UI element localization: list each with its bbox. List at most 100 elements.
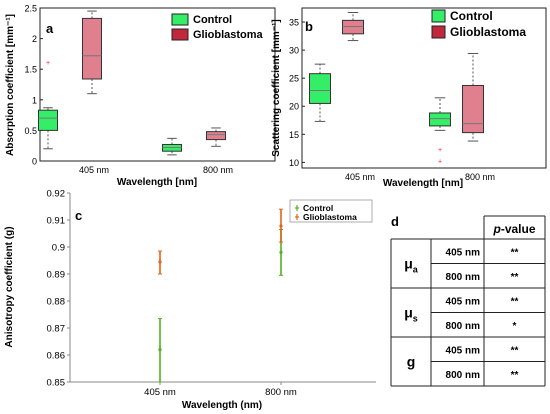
y-tick-label: 0.88 [47, 297, 66, 308]
panel-label-c: c [75, 208, 82, 223]
panel-c: c Wavelength (nm) Anisotropy coefficient… [4, 189, 376, 411]
plot-area-a [39, 7, 276, 162]
legend-label: Glioblastoma [303, 212, 357, 222]
x-ticks-b: 405 nm 800 nm [345, 172, 495, 182]
table-wavelength: 800 nm [446, 272, 481, 283]
table-p-value: * [513, 321, 517, 332]
y-tick-label: 1.5 [24, 65, 37, 75]
y-tick-label: 0 [32, 157, 37, 167]
y-tick-label: 35 [289, 18, 299, 28]
boxes-b: ++ [309, 11, 484, 165]
table-p-value: ** [511, 296, 519, 307]
legend-label: Glioblastoma [193, 29, 264, 41]
x-tick-label: 800 nm [203, 165, 233, 175]
mean-point [279, 224, 283, 228]
legend-label: Control [193, 14, 232, 26]
table-wavelength: 405 nm [446, 247, 481, 258]
mean-point [158, 348, 162, 352]
y-tick-label: 25 [289, 74, 299, 84]
panel-b: b Wavelength [nm] Scattering coefficient… [271, 7, 547, 189]
y-ticks-c: 0.85 0.86 0.87 0.88 0.89 0.9 0.91 0.92 [47, 189, 70, 389]
errorbars-c [158, 208, 283, 383]
legend-a: Control Glioblastoma [171, 13, 264, 41]
box-glioblastoma [206, 131, 226, 141]
y-ticks-b: 10 15 20 25 30 35 [289, 18, 305, 168]
parameter-symbol: μa [404, 256, 419, 275]
table-wavelength: 405 nm [446, 296, 481, 307]
x-axis-title-b: Wavelength [nm] [383, 178, 463, 189]
parameter-subscript: s [413, 314, 418, 324]
outlier-point: + [46, 60, 50, 67]
mean-point [158, 260, 162, 264]
y-tick-label: 15 [289, 130, 299, 140]
p-value-table: p-value μa 405 nm ** 800 nm ** μs 405 nm ** 800 n… [390, 215, 546, 387]
table-wavelength: 800 nm [446, 370, 481, 381]
y-axis-title-c: Anisotropy coefficient (g) [4, 226, 15, 347]
x-tick-label: 405 nm [345, 172, 375, 182]
legend-label: Control [450, 9, 493, 23]
legend-swatch [171, 28, 189, 41]
y-tick-label: 0.92 [47, 189, 66, 200]
outlier-point: + [438, 158, 442, 165]
box-glioblastoma [82, 17, 102, 80]
y-tick-label: 0.85 [47, 378, 66, 389]
parameter-subscript: a [413, 265, 419, 275]
mean-point [279, 250, 283, 254]
legend-b: Control Glioblastoma [431, 9, 526, 39]
x-axis-title-c: Wavelength (nm) [182, 400, 262, 411]
y-tick-label: 30 [289, 46, 299, 56]
table-header: p-value [492, 222, 535, 236]
boxes-a: + [38, 10, 226, 156]
table-p-value: ** [511, 345, 519, 356]
table-p-value: ** [511, 272, 519, 283]
y-tick-label: 2.5 [24, 4, 37, 14]
parameter-symbol: μs [404, 305, 418, 324]
y-ticks-a: 0 0.5 1 1.5 2 2.5 [24, 4, 43, 167]
y-tick-label: 0.89 [47, 270, 66, 281]
outlier-point: + [438, 147, 442, 154]
panel-label-a: a [46, 21, 54, 36]
y-tick-label: 0.86 [47, 351, 66, 362]
table-wavelength: 800 nm [446, 321, 481, 332]
x-ticks-c: 405 nm 800 nm [144, 382, 297, 398]
x-ticks-a: 405 nm 800 nm [79, 165, 233, 175]
y-axis-title-a: Absorption coefficient [mm⁻¹] [5, 14, 16, 156]
legend-box [289, 199, 373, 223]
box-glioblastoma [342, 19, 364, 35]
legend-label: Control [303, 203, 333, 213]
x-tick-label: 800 nm [465, 172, 495, 182]
parameter-symbol: g [407, 354, 416, 370]
y-tick-label: 1 [32, 95, 37, 105]
y-tick-label: 0.5 [24, 126, 37, 136]
x-axis-title-a: Wavelength [nm] [117, 177, 197, 188]
box-control [429, 112, 451, 127]
legend-swatch [431, 25, 446, 39]
panel-label-d: d [391, 214, 399, 229]
y-tick-label: 0.91 [47, 216, 66, 227]
box-control [309, 73, 331, 104]
y-tick-label: 20 [289, 102, 299, 112]
legend-swatch [431, 9, 446, 23]
y-tick-label: 2 [32, 34, 37, 44]
legend-label: Glioblastoma [450, 25, 526, 39]
box-control [38, 109, 58, 131]
x-tick-label: 405 nm [144, 387, 176, 398]
plot-area-c [70, 193, 376, 382]
table-p-value: ** [511, 247, 519, 258]
y-axis-title-b: Scattering coefficient [mm⁻¹] [271, 19, 282, 157]
table-wavelength: 405 nm [446, 345, 481, 356]
y-tick-label: 0.87 [47, 324, 66, 335]
table-p-value: ** [511, 370, 519, 381]
x-tick-label: 405 nm [79, 165, 109, 175]
box-glioblastoma [462, 84, 484, 134]
plot-area-b [301, 7, 547, 169]
y-tick-label: 10 [289, 158, 299, 168]
panel-label-b: b [305, 19, 313, 34]
panel-a: a Wavelength [nm] Absorption coefficient… [5, 4, 276, 188]
y-tick-label: 0.9 [52, 243, 65, 254]
x-tick-label: 800 nm [265, 387, 297, 398]
panel-d: d p-value μa 405 nm ** 800 nm ** μs 405 nm ** 800… [390, 214, 546, 387]
legend-swatch [171, 13, 189, 26]
